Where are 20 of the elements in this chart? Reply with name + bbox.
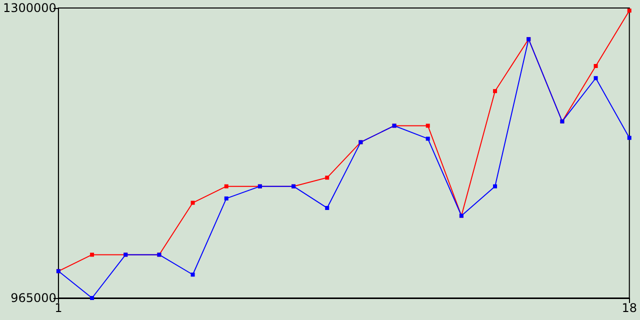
point [426,124,430,128]
point [493,184,498,188]
point [325,176,330,180]
point [90,252,94,257]
x-tick-label: 18 [622,301,638,315]
point [627,136,632,140]
point [627,8,632,13]
point [190,200,195,205]
point [325,206,330,210]
point [594,76,598,80]
point [224,184,228,188]
point [90,296,94,300]
y-tick-label: 965000 [10,291,56,305]
point [493,89,498,94]
point [224,196,228,200]
x-tick-label: 1 [54,301,62,315]
point [426,136,430,141]
point [190,272,195,277]
y-tick-label: 1300000 [2,1,56,15]
point [594,64,598,68]
